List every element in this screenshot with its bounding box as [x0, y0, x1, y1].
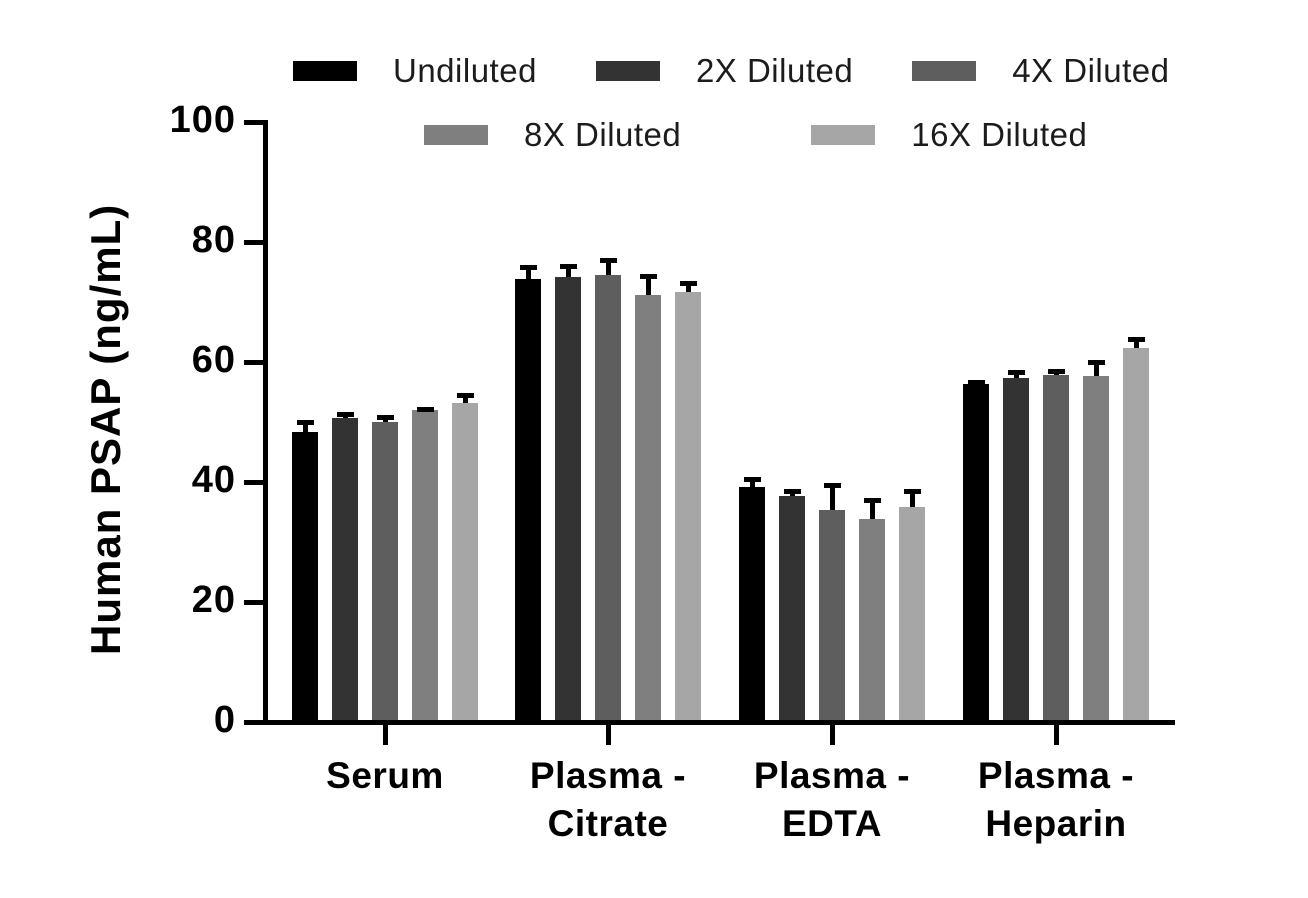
- bar-plasma-citrate-2x-diluted: [555, 277, 581, 722]
- error-bar-cap: [376, 414, 394, 420]
- bar-plasma-edta-4x-diluted: [819, 510, 845, 722]
- error-bar-cap: [296, 419, 314, 425]
- error-bar-stem: [645, 274, 651, 296]
- error-bar-cap: [1127, 337, 1145, 343]
- x-category-label: Serum: [255, 752, 515, 800]
- error-bar-stem: [685, 281, 691, 292]
- error-bar-cap: [823, 483, 841, 489]
- error-bar-stem: [565, 263, 571, 278]
- error-bar-stem: [749, 476, 755, 487]
- legend-swatch-icon: [595, 61, 660, 81]
- error-bar-stem: [1133, 337, 1139, 349]
- error-bar-cap: [783, 488, 801, 494]
- x-category-label-line: Plasma -: [753, 755, 911, 796]
- y-tick-label: 0: [213, 699, 236, 741]
- x-tick: [605, 725, 611, 745]
- bar-plasma-edta-undiluted: [739, 486, 765, 722]
- bar-plasma-citrate-undiluted: [515, 278, 541, 722]
- y-tick: [244, 119, 264, 125]
- error-bar-stem: [525, 265, 531, 279]
- bar-serum-16x-diluted: [452, 402, 478, 722]
- legend-item: 2X Diluted: [595, 52, 854, 90]
- x-category-label-line: Serum: [326, 755, 444, 796]
- error-bar-cap: [416, 407, 434, 412]
- legend-label: 16X Diluted: [911, 116, 1088, 153]
- y-tick-label: 100: [169, 99, 236, 141]
- x-tick: [1053, 725, 1059, 745]
- error-bar-cap: [1087, 359, 1105, 365]
- bar-serum-4x-diluted: [372, 422, 398, 722]
- error-bar-stem: [909, 488, 915, 507]
- legend-row: Undiluted 2X Diluted 4X Diluted: [293, 52, 1169, 90]
- x-category-label-line: Citrate: [547, 803, 669, 844]
- y-tick-label: 80: [191, 219, 236, 261]
- bar-plasma-edta-2x-diluted: [779, 496, 805, 722]
- error-bar-stem: [302, 419, 308, 432]
- x-category-label-line: Plasma -: [977, 755, 1135, 796]
- bar-serum-2x-diluted: [332, 417, 358, 722]
- y-tick-label: 40: [191, 459, 236, 501]
- legend-row: 8X Diluted 16X Diluted: [424, 116, 1087, 154]
- error-bar-cap: [903, 488, 921, 494]
- legend-label: Undiluted: [393, 52, 537, 89]
- error-bar-cap: [559, 263, 577, 269]
- y-tick: [244, 599, 264, 605]
- error-bar-stem: [1093, 359, 1099, 376]
- legend-item: 8X Diluted: [424, 116, 681, 154]
- bar-plasma-heparin-undiluted: [963, 384, 989, 722]
- bar-plasma-heparin-8x-diluted: [1083, 375, 1109, 722]
- error-bar-cap: [863, 498, 881, 504]
- x-tick: [829, 725, 835, 745]
- x-category-label-line: Plasma -: [529, 755, 687, 796]
- legend-item: 16X Diluted: [811, 116, 1087, 154]
- y-tick-label: 20: [191, 579, 236, 621]
- y-tick: [244, 359, 264, 365]
- y-tick: [244, 719, 264, 725]
- x-tick: [382, 725, 388, 745]
- legend-swatch-icon: [293, 61, 357, 81]
- x-category-label: Plasma - EDTA: [702, 752, 962, 848]
- legend-item: Undiluted: [293, 52, 537, 90]
- error-bar-cap: [639, 274, 657, 280]
- bar-plasma-citrate-4x-diluted: [595, 275, 621, 722]
- x-axis-line: [263, 720, 1175, 725]
- x-category-label-line: Heparin: [985, 803, 1127, 844]
- y-tick: [244, 239, 264, 245]
- x-category-label-line: EDTA: [782, 803, 882, 844]
- bar-plasma-heparin-4x-diluted: [1043, 375, 1069, 722]
- legend-label: 8X Diluted: [524, 116, 682, 153]
- legend-label: 2X Diluted: [695, 52, 854, 89]
- error-bar-cap: [336, 412, 354, 418]
- error-bar-cap: [1007, 370, 1025, 376]
- y-axis-line: [263, 120, 268, 725]
- error-bar-cap: [599, 257, 617, 263]
- error-bar-cap: [456, 393, 474, 399]
- error-bar-cap: [679, 281, 697, 286]
- error-bar-stem: [605, 257, 611, 275]
- bar-plasma-edta-8x-diluted: [859, 519, 885, 722]
- legend-swatch-icon: [811, 125, 876, 145]
- legend-swatch-icon: [912, 61, 977, 81]
- error-bar-stem: [829, 483, 835, 511]
- bar-plasma-heparin-16x-diluted: [1123, 348, 1149, 722]
- legend-item: 4X Diluted: [912, 52, 1169, 90]
- y-tick: [244, 479, 264, 485]
- error-bar-stem: [869, 498, 875, 520]
- error-bar-cap: [743, 476, 761, 482]
- bar-serum-undiluted: [292, 431, 318, 722]
- x-category-label: Plasma - Heparin: [926, 752, 1186, 848]
- error-bar-cap: [1047, 369, 1065, 375]
- legend-swatch-icon: [424, 125, 488, 145]
- legend-label: 4X Diluted: [1012, 52, 1170, 89]
- error-bar-cap: [967, 380, 985, 385]
- bar-plasma-citrate-8x-diluted: [635, 295, 661, 722]
- error-bar-cap: [519, 265, 537, 271]
- bar-plasma-citrate-16x-diluted: [675, 291, 701, 722]
- bar-plasma-edta-16x-diluted: [899, 506, 925, 722]
- y-tick-label: 60: [191, 339, 236, 381]
- x-category-label: Plasma - Citrate: [478, 752, 738, 848]
- bar-plasma-heparin-2x-diluted: [1003, 378, 1029, 722]
- bar-serum-8x-diluted: [412, 410, 438, 722]
